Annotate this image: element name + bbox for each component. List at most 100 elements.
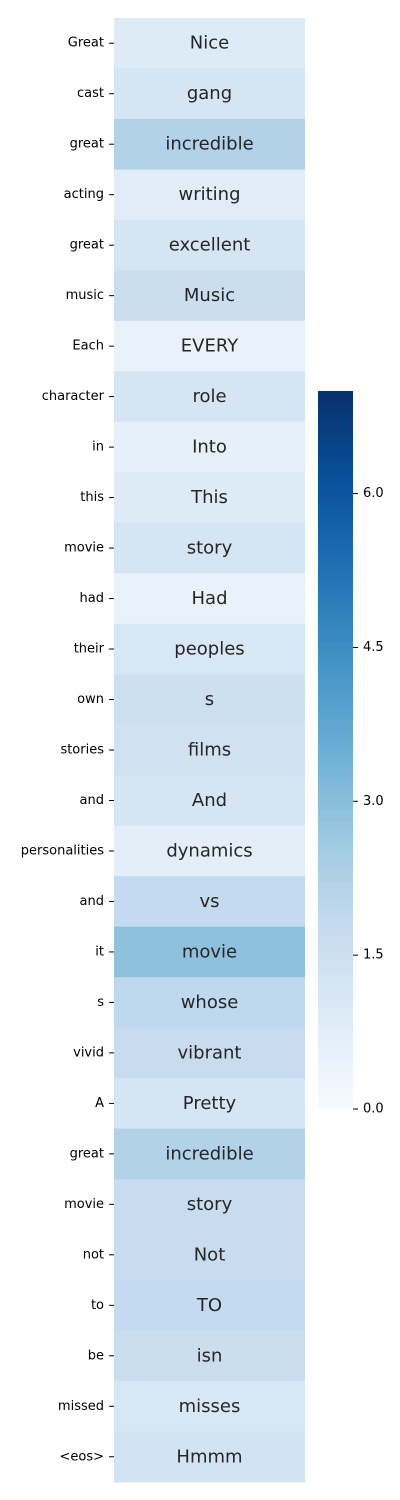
colorbar-segment <box>318 863 353 871</box>
colorbar-segment <box>318 803 353 811</box>
cell-label: movie <box>182 941 237 962</box>
cell-label: Into <box>192 437 227 458</box>
colorbar-segment <box>318 1085 353 1092</box>
colorbar-segment <box>318 773 353 781</box>
colorbar-segment <box>318 827 353 835</box>
colorbar-segment <box>318 905 353 913</box>
colorbar-segment <box>318 977 353 984</box>
colorbar-segment <box>318 881 353 889</box>
colorbar-segment <box>318 779 353 787</box>
heatmap-cell <box>114 1179 305 1231</box>
colorbar-segment <box>318 714 353 721</box>
colorbar-segment <box>318 929 353 937</box>
colorbar-segment <box>318 588 353 596</box>
colorbar-segment <box>318 414 353 422</box>
cell-label: vs <box>199 891 219 912</box>
colorbar-segment <box>318 516 353 524</box>
colorbar-segment <box>318 642 353 649</box>
colorbar-segment <box>318 391 353 398</box>
row-label: movie <box>64 1197 104 1212</box>
row-label: missed <box>58 1399 104 1414</box>
colorbar-segment <box>318 540 353 548</box>
colorbar-segment <box>318 636 353 643</box>
colorbar-segment <box>318 438 353 446</box>
row-label: this <box>80 490 104 505</box>
colorbar-segment <box>318 624 353 631</box>
colorbar-tick-label: 6.0 <box>363 486 384 501</box>
colorbar-segment <box>318 750 353 757</box>
colorbar-segment <box>318 875 353 883</box>
colorbar-segment <box>318 738 353 745</box>
cell-label: Not <box>194 1244 226 1265</box>
colorbar-segment <box>318 1001 353 1008</box>
heatmap-cell <box>114 270 305 322</box>
row-label: and <box>80 894 104 909</box>
row-label: acting <box>64 187 104 202</box>
row-label: and <box>80 793 104 808</box>
heatmap-cell <box>114 118 305 170</box>
cell-label: peoples <box>174 639 244 660</box>
cell-label: whose <box>181 992 239 1013</box>
row-label: A <box>95 1096 104 1111</box>
colorbar-segment <box>318 1013 353 1020</box>
cell-label: Had <box>192 588 228 609</box>
row-label: movie <box>64 541 104 556</box>
colorbar-segment <box>318 396 353 404</box>
colorbar-segment <box>318 726 353 733</box>
colorbar-segment <box>318 462 353 470</box>
row-label: their <box>74 642 105 657</box>
colorbar-segment <box>318 755 353 763</box>
colorbar-segment <box>318 923 353 931</box>
cell-label: EVERY <box>181 336 239 357</box>
colorbar-segment <box>318 1031 353 1038</box>
cell-label: excellent <box>169 235 251 256</box>
colorbar-tick-label: 0.0 <box>363 1102 384 1117</box>
colorbar-segment <box>318 797 353 805</box>
row-label: stories <box>60 743 104 758</box>
heatmap-cell <box>114 825 305 877</box>
heatmap-cell <box>114 977 305 1029</box>
heatmap-cell <box>114 371 305 423</box>
colorbar-segment <box>318 995 353 1002</box>
row-label: <eos> <box>59 1449 104 1464</box>
colorbar-segment <box>318 546 353 554</box>
colorbar-segment <box>318 1037 353 1044</box>
colorbar-segment <box>318 983 353 990</box>
colorbar-segment <box>318 690 353 697</box>
cell-label: story <box>187 538 233 559</box>
row-label: character <box>42 389 105 404</box>
cell-label: incredible <box>165 134 253 155</box>
cell-label: Pretty <box>183 1093 237 1114</box>
colorbar-segment <box>318 672 353 679</box>
heatmap-cell <box>114 623 305 675</box>
cell-label: incredible <box>165 1143 253 1164</box>
colorbar-segment <box>318 899 353 907</box>
row-label: cast <box>77 86 104 101</box>
colorbar-segment <box>318 1073 353 1080</box>
row-label: great <box>70 238 104 253</box>
colorbar-segment <box>318 1055 353 1062</box>
colorbar-segment <box>318 492 353 500</box>
colorbar-segment <box>318 630 353 637</box>
row-label: s <box>97 995 104 1010</box>
row-label: not <box>83 1247 104 1262</box>
colorbar-segment <box>318 402 353 410</box>
row-label: music <box>66 288 104 303</box>
colorbar-segment <box>318 1103 353 1110</box>
cell-label: Hmmm <box>176 1446 242 1467</box>
row-label: to <box>91 1298 104 1313</box>
colorbar-segment <box>318 594 353 602</box>
heatmap-cell <box>114 1027 305 1079</box>
colorbar-segment <box>318 648 353 655</box>
colorbar-segment <box>318 606 353 613</box>
heatmap-cell <box>114 876 305 928</box>
cell-label: gang <box>187 83 232 104</box>
heatmap-cell <box>114 1381 305 1433</box>
colorbar-segment <box>318 432 353 440</box>
heatmap-cell <box>114 18 305 69</box>
colorbar-segment <box>318 708 353 715</box>
row-label: own <box>77 692 104 707</box>
row-label: it <box>95 944 104 959</box>
cell-label: isn <box>197 1345 223 1366</box>
row-label: Great <box>68 36 104 51</box>
